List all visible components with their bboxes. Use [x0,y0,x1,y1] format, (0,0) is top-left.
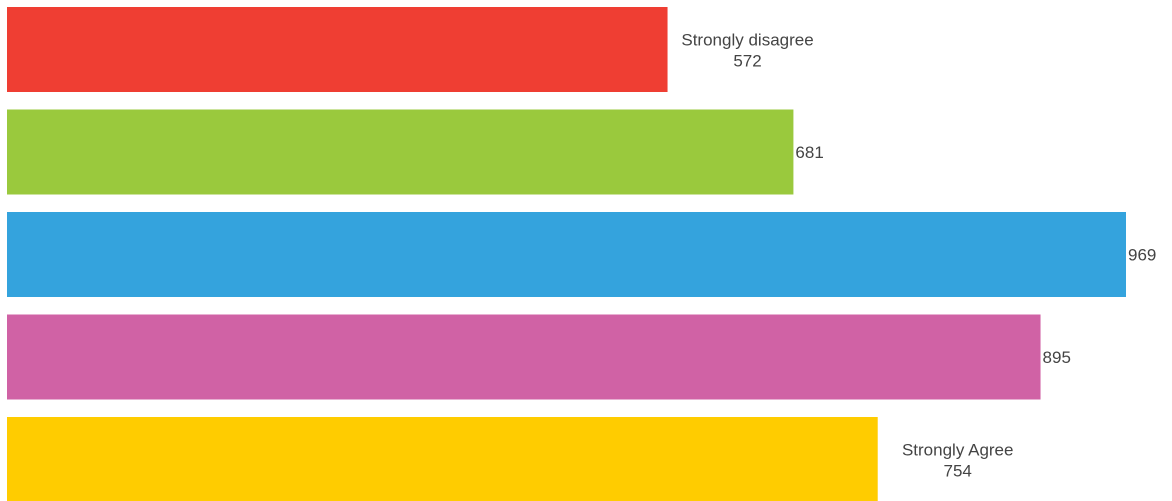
bar-1 [7,7,668,92]
value-label-4: 895 [1043,348,1071,367]
value-label-1: 572 [733,52,761,71]
value-label-3: 969 [1128,246,1156,265]
category-label-5: Strongly Agree [902,441,1014,460]
bar-3 [7,212,1126,297]
value-label-5: 754 [944,462,972,481]
data-labels-group: Strongly disagree 572 681 969 895 Strongly Ag… [681,31,1156,481]
category-label-1: Strongly disagree [681,31,813,50]
bars-group [7,7,1126,501]
bar-5 [7,417,878,501]
value-label-2: 681 [795,143,823,162]
bar-2 [7,109,794,195]
bar-4 [7,314,1041,400]
